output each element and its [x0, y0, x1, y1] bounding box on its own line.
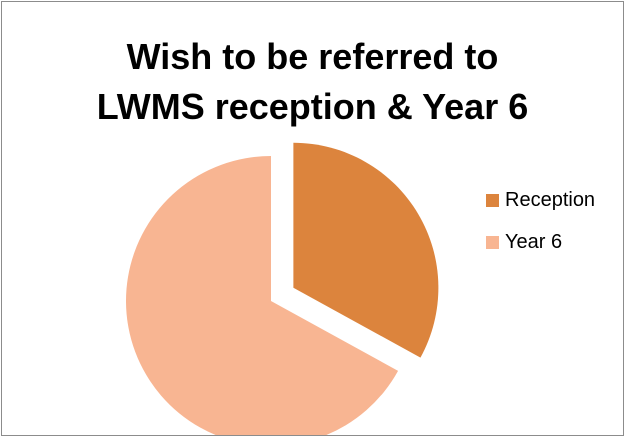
- legend-swatch-year-6: [486, 235, 499, 249]
- legend-label-reception: Reception: [505, 188, 596, 211]
- chart-title-line-1: Wish to be referred to: [126, 36, 499, 77]
- legend: Reception Year 6: [486, 188, 595, 272]
- chart-title-line-2: LWMS reception & Year 6: [96, 86, 529, 127]
- pie-slice-year-6: [126, 156, 399, 435]
- legend-item-year-6: Year 6: [486, 230, 595, 254]
- legend-label-year-6: Year 6: [505, 230, 563, 253]
- chart-title: Wish to be referred to LWMS reception & …: [2, 32, 623, 132]
- pie-slice-reception: [293, 142, 439, 358]
- legend-item-reception: Reception: [486, 188, 595, 212]
- legend-swatch-reception: [486, 193, 499, 207]
